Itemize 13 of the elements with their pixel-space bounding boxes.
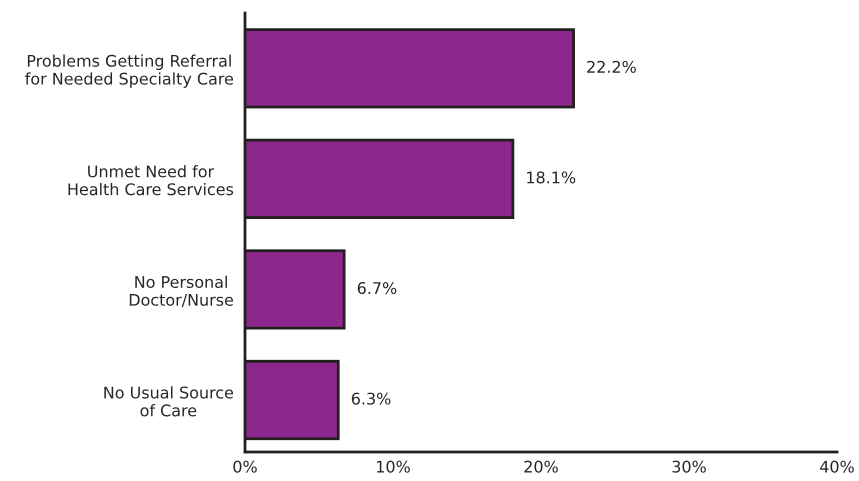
data-label: 22.2% — [587, 60, 636, 73]
y-tick-label: No Usual Source of Care — [104, 386, 234, 416]
x-tick-label: 0% — [233, 460, 257, 473]
y-tick-label: No Personal Doctor/Nurse — [130, 276, 234, 308]
data-label: 18.1% — [527, 171, 576, 184]
y-tick-label: Unmet Need for Health Care Services — [68, 165, 234, 196]
y-tick-label: Problems Getting Referral for Needed Specialty Care — [25, 54, 234, 88]
data-label: 6.7% — [358, 282, 396, 294]
x-tick-label: 30% — [672, 460, 706, 473]
x-tick-label: 40% — [820, 460, 854, 473]
x-tick-label: 10% — [377, 460, 410, 473]
data-label: 6.3% — [352, 392, 390, 405]
x-tick-label: 20% — [524, 460, 558, 473]
